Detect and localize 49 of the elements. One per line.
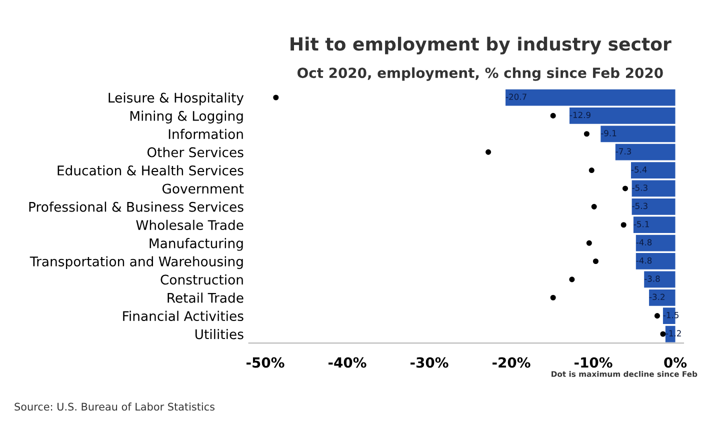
y-tick-label: Construction [160,274,243,285]
data-label: -4.8 [636,239,652,246]
x-tick-label: -40% [328,357,366,368]
data-label: -20.7 [506,94,526,100]
point [592,258,599,264]
data-label: -7.3 [616,148,632,155]
data-label: -12.9 [570,112,590,118]
x-tick-label: -30% [410,357,448,368]
data-label: -5.3 [632,202,648,210]
point [622,186,628,192]
x-tick-label: 0% [664,357,687,368]
data-label: -5.4 [631,166,647,173]
point [586,240,592,246]
y-tick-label: Education & Health Services [58,165,244,176]
point [486,149,492,155]
chart-title: Hit to employment by industry sector [290,36,672,54]
point [660,331,666,337]
point [654,313,660,319]
point [550,294,556,300]
point [588,168,594,174]
y-tick-label: Manufacturing [150,238,243,251]
data-label: -4.8 [636,257,652,264]
data-label: -9.1 [601,130,616,136]
y-tick-label: Professional & Business Services [29,202,244,212]
y-tick-label: Financial Activities [123,310,244,322]
y-tick-label: Wholesale Trade [136,220,244,230]
chart-subtitle: Oct 2020, employment, % chng since Feb 2020 [298,67,663,81]
x-tick-label: -50% [246,357,284,368]
point [569,276,575,282]
y-tick-label: Transportation and Warehousing [30,256,243,269]
y-tick-label: Government [162,184,244,194]
x-tick-label: -10% [574,357,612,368]
data-label: -5.3 [632,184,648,191]
point [584,131,590,137]
point [273,94,279,100]
y-tick-label: Utilities [195,329,244,340]
data-label: -5.1 [634,221,649,228]
y-tick-label: Information [168,128,243,140]
source-note: Source: U.S. Bureau of Labor Statistics [14,402,215,411]
point [550,112,556,118]
y-tick-label: Mining & Logging [130,110,243,124]
data-label: -3.8 [644,276,660,282]
y-tick-label: Other Services [147,147,244,158]
point [591,204,597,210]
x-tick-label: -20% [492,357,530,368]
point [620,222,626,228]
y-tick-label: Leisure & Hospitality [108,92,244,106]
data-label: -3.2 [649,294,664,300]
y-tick-label: Retail Trade [168,292,244,303]
